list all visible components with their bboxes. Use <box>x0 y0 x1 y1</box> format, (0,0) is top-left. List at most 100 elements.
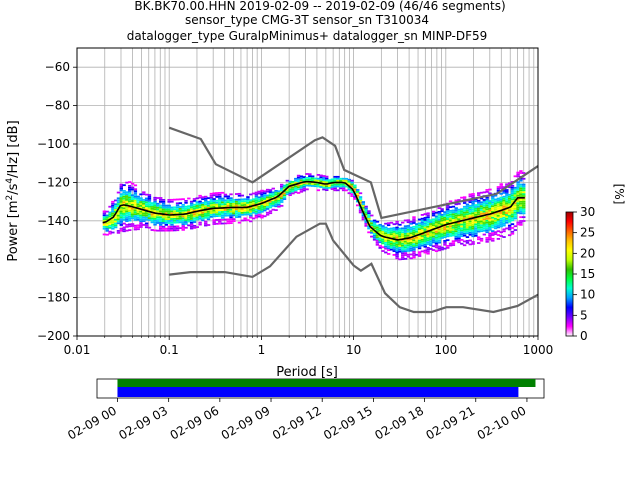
psd-cell <box>431 220 436 223</box>
psd-cell <box>496 222 501 225</box>
psd-cell <box>268 193 273 195</box>
psd-cell <box>493 206 498 209</box>
psd-cell <box>378 227 382 230</box>
psd-cell <box>212 211 216 214</box>
psd-cell <box>105 222 109 225</box>
psd-cell <box>164 206 169 209</box>
psd-cell <box>198 204 202 207</box>
psd-cell <box>423 238 427 240</box>
psd-cell <box>195 226 199 229</box>
psd-cell <box>477 201 481 204</box>
psd-cell <box>136 218 140 221</box>
psd-cell <box>423 226 427 229</box>
psd-cell <box>454 237 458 240</box>
psd-cell <box>285 185 290 188</box>
psd-cell <box>471 206 475 209</box>
psd-cell <box>519 185 523 188</box>
psd-cell <box>175 208 180 210</box>
psd-cell <box>460 229 464 232</box>
psd-cell <box>322 186 326 189</box>
psd-cell <box>220 222 225 225</box>
psd-cell <box>111 218 115 220</box>
psd-cell <box>493 210 498 212</box>
psd-cell <box>513 208 518 210</box>
psd-cell <box>429 244 433 247</box>
psd-cell <box>519 212 523 215</box>
psd-cell <box>465 241 470 244</box>
psd-cell <box>257 196 261 199</box>
psd-cell <box>519 220 523 222</box>
psd-cell <box>150 204 154 206</box>
psd-cell <box>477 219 481 221</box>
psd-cell <box>189 225 194 228</box>
psd-cell <box>325 177 329 180</box>
psd-cell <box>333 185 337 188</box>
psd-cell <box>243 213 247 216</box>
psd-cell <box>299 179 304 182</box>
psd-cell <box>111 225 115 228</box>
psd-cell <box>482 204 487 207</box>
psd-cell <box>488 221 492 224</box>
psd-cell <box>398 229 402 232</box>
psd-cell <box>108 217 112 220</box>
psd-cell <box>254 208 259 211</box>
psd-cell <box>499 214 503 216</box>
psd-cell <box>153 219 157 222</box>
psd-cell <box>482 220 487 223</box>
psd-cell <box>510 190 515 193</box>
psd-cell <box>302 187 306 190</box>
psd-cell <box>246 196 250 198</box>
psd-cell <box>133 209 138 212</box>
psd-cell <box>215 196 219 198</box>
psd-cell <box>319 176 323 179</box>
psd-cell <box>465 222 470 225</box>
psd-cell <box>491 234 495 236</box>
psd-cell <box>265 204 270 206</box>
psd-cell <box>384 238 388 240</box>
psd-cell <box>156 216 160 219</box>
psd-cell <box>460 242 464 245</box>
psd-cell <box>195 201 199 204</box>
psd-cell <box>510 217 515 220</box>
psd-cell <box>457 231 461 234</box>
psd-cell <box>237 198 242 201</box>
psd-cell <box>378 229 382 232</box>
psd-cell <box>164 227 169 230</box>
psd-cell <box>220 203 225 206</box>
psd-cell <box>401 258 405 261</box>
psd-cell <box>502 207 506 210</box>
psd-cell <box>271 191 275 194</box>
psd-cell <box>144 197 149 200</box>
psd-cell <box>201 207 205 210</box>
psd-cell <box>477 238 481 241</box>
psd-cell <box>350 195 354 197</box>
psd-cell <box>223 222 228 225</box>
psd-cell <box>204 195 208 198</box>
psd-cell <box>507 182 512 185</box>
psd-cell <box>522 177 526 180</box>
psd-cell <box>516 183 520 186</box>
psd-cell <box>426 223 430 226</box>
psd-cell <box>192 224 197 227</box>
psd-cell <box>175 204 180 207</box>
psd-cell <box>136 199 140 202</box>
psd-cell <box>130 200 135 202</box>
psd-cell <box>102 223 107 226</box>
psd-cell <box>111 200 115 203</box>
psd-cell <box>477 242 481 244</box>
psd-cell <box>237 194 242 197</box>
psd-cell <box>136 226 140 229</box>
psd-cell <box>488 207 492 210</box>
psd-cell <box>477 222 481 225</box>
psd-cell <box>375 240 380 242</box>
psd-cell <box>493 215 498 218</box>
psd-cell <box>513 196 518 199</box>
psd-cell <box>111 208 115 211</box>
psd-cell <box>482 201 487 203</box>
psd-cell <box>482 227 487 230</box>
psd-cell <box>384 228 388 231</box>
psd-cell <box>271 199 275 202</box>
psd-cell <box>161 222 166 224</box>
psd-cell <box>462 217 467 220</box>
psd-cell <box>507 195 512 198</box>
